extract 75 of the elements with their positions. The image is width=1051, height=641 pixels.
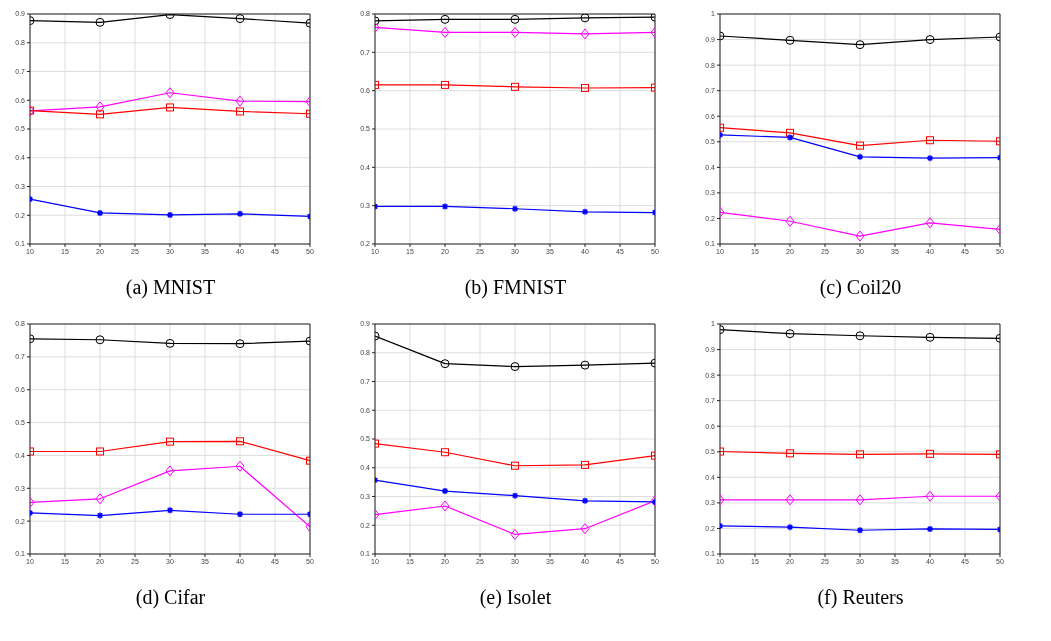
point bbox=[855, 331, 865, 341]
text: (b) FMNIST bbox=[463, 276, 568, 299]
point bbox=[511, 205, 519, 213]
point bbox=[856, 153, 864, 161]
point bbox=[786, 133, 794, 142]
point bbox=[581, 497, 589, 505]
point bbox=[786, 449, 794, 458]
point bbox=[95, 335, 105, 345]
point bbox=[926, 154, 934, 162]
point bbox=[440, 26, 450, 38]
text: (f) Reuters bbox=[816, 586, 905, 609]
point bbox=[166, 506, 174, 514]
point bbox=[96, 110, 104, 119]
point bbox=[856, 141, 864, 150]
point bbox=[96, 209, 104, 217]
point bbox=[925, 217, 935, 229]
point bbox=[785, 35, 795, 45]
point bbox=[166, 437, 174, 446]
point bbox=[511, 461, 519, 470]
point bbox=[441, 487, 449, 495]
point bbox=[441, 80, 449, 89]
point bbox=[511, 82, 519, 91]
point bbox=[440, 359, 450, 369]
point bbox=[511, 491, 519, 500]
point bbox=[166, 103, 174, 112]
point bbox=[855, 494, 865, 506]
text: (c) Coil20 bbox=[818, 276, 903, 299]
point bbox=[235, 460, 245, 472]
point bbox=[236, 437, 244, 446]
point bbox=[785, 494, 795, 506]
point bbox=[236, 107, 244, 116]
point bbox=[165, 465, 175, 477]
point bbox=[925, 35, 935, 45]
point bbox=[580, 14, 590, 23]
point bbox=[785, 215, 795, 227]
point bbox=[580, 523, 590, 535]
point bbox=[855, 230, 865, 242]
point bbox=[165, 87, 175, 99]
point bbox=[580, 360, 590, 370]
point bbox=[235, 339, 245, 349]
text: (e) Isolet bbox=[478, 586, 553, 609]
point bbox=[236, 510, 244, 518]
point bbox=[166, 211, 174, 219]
point bbox=[441, 202, 449, 211]
point bbox=[856, 526, 864, 534]
point bbox=[96, 447, 104, 456]
point bbox=[510, 14, 520, 24]
point bbox=[581, 208, 589, 216]
point bbox=[440, 500, 450, 512]
point bbox=[510, 528, 520, 540]
point bbox=[236, 210, 244, 218]
point bbox=[95, 101, 105, 113]
point bbox=[926, 136, 934, 145]
text: (a) MNIST bbox=[124, 276, 217, 299]
point bbox=[580, 28, 590, 40]
point bbox=[786, 128, 794, 137]
point bbox=[510, 362, 520, 372]
point bbox=[510, 26, 520, 38]
point bbox=[785, 329, 795, 339]
point bbox=[925, 332, 935, 342]
point bbox=[786, 523, 794, 531]
point bbox=[855, 40, 865, 50]
point bbox=[925, 490, 935, 502]
point bbox=[581, 83, 589, 92]
text: (d) Cifar bbox=[134, 586, 207, 609]
point bbox=[581, 460, 589, 469]
point bbox=[856, 450, 864, 459]
point bbox=[926, 525, 934, 533]
point bbox=[95, 493, 105, 505]
point bbox=[165, 338, 175, 348]
point bbox=[440, 14, 450, 24]
point bbox=[235, 95, 245, 107]
point bbox=[96, 511, 104, 520]
point bbox=[926, 449, 934, 458]
point bbox=[441, 448, 449, 457]
